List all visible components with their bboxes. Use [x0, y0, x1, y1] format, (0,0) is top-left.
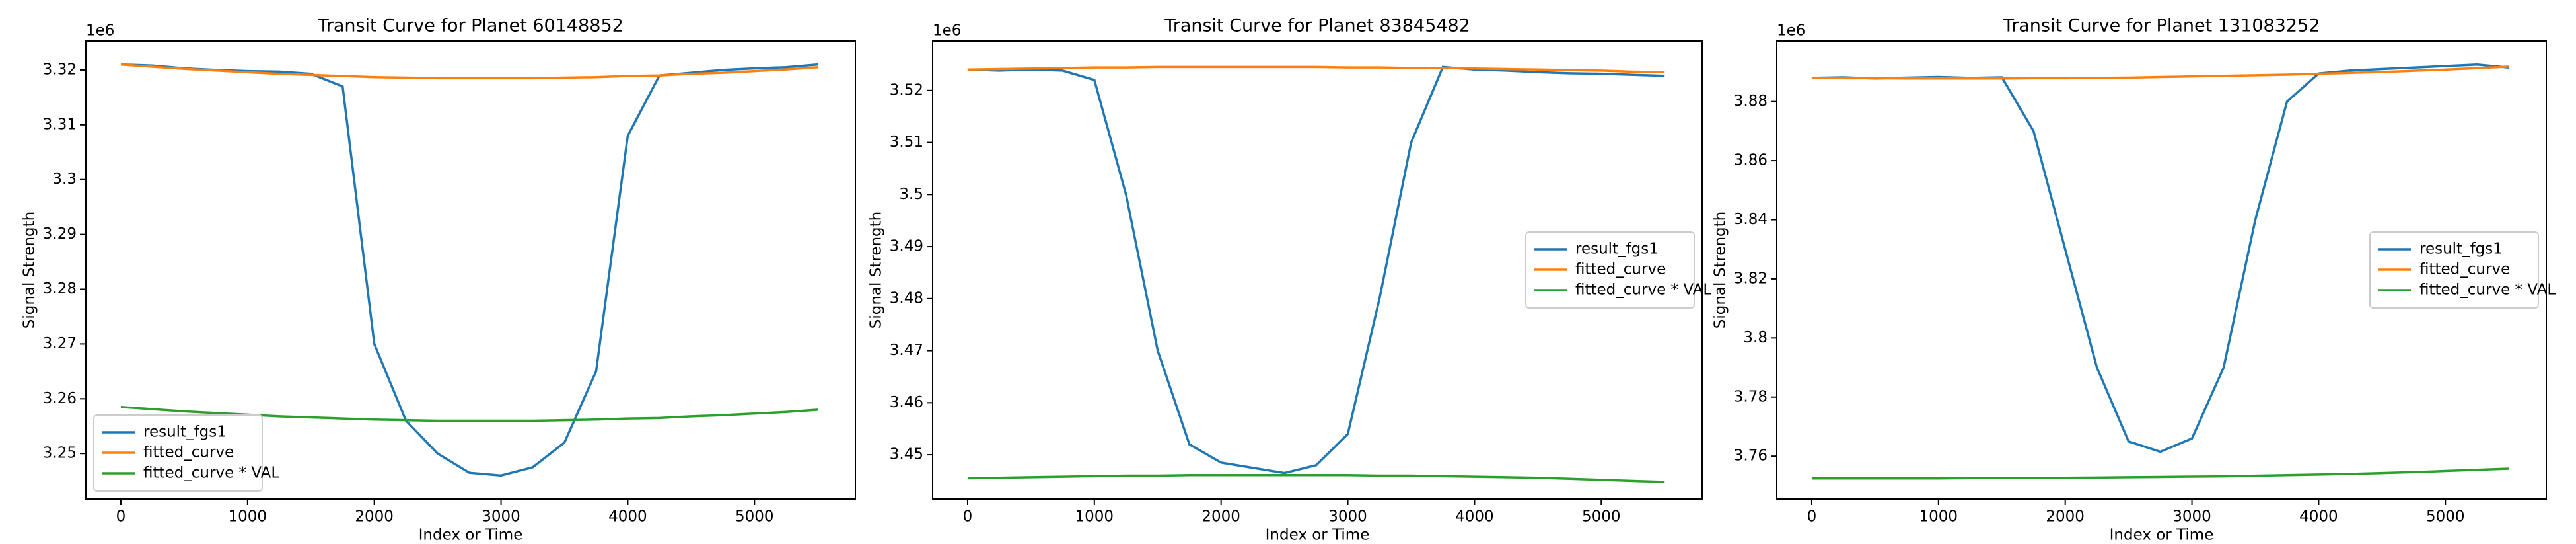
y-tick-label: 3.86: [1734, 152, 1768, 169]
y-tick-label: 3.3: [52, 171, 77, 188]
legend-label: result_fgs1: [2419, 241, 2503, 258]
data-line: [1811, 467, 2509, 480]
x-tick-label: 4000: [2299, 508, 2338, 525]
chart-title: Transit Curve for Planet 131083252: [2003, 16, 2320, 36]
x-tick-label: 3000: [1328, 508, 1367, 525]
axis-offset-label: 1e6: [933, 22, 961, 40]
legend-label: fitted_curve: [1575, 261, 1666, 278]
chart-title: Transit Curve for Planet 60148852: [317, 16, 624, 36]
legend-box: [1525, 231, 1695, 309]
x-tick-label: 0: [1807, 508, 1817, 525]
x-tick-label: 1000: [1075, 508, 1114, 525]
data-line: [967, 474, 1665, 483]
axis-offset-label: 1e6: [86, 22, 114, 40]
y-tick-label: 3.46: [890, 394, 923, 411]
x-tick-label: 5000: [735, 508, 774, 525]
axes-frame: [932, 40, 1703, 500]
y-tick-label: 3.31: [43, 116, 77, 133]
y-tick-label: 3.8: [1743, 329, 1768, 346]
y-tick-label: 3.49: [890, 238, 923, 255]
x-tick-label: 5000: [1582, 508, 1621, 525]
y-tick-label: 3.27: [43, 335, 77, 352]
legend-label: fitted_curve * VAL: [1575, 282, 1711, 299]
x-axis-label: Index or Time: [419, 527, 523, 544]
x-axis-label: Index or Time: [1266, 527, 1370, 544]
y-tick-label: 3.28: [43, 280, 77, 297]
data-line: [967, 65, 1665, 73]
legend-box: [93, 414, 263, 492]
x-tick-label: 1000: [229, 508, 268, 525]
y-tick-label: 3.45: [890, 446, 923, 463]
data-line: [1811, 63, 2509, 453]
legend-label: fitted_curve: [143, 444, 234, 461]
legend-label: fitted_curve: [2419, 261, 2510, 278]
data-line: [967, 65, 1665, 475]
legend: result_fgs1 fitted_curve fitted_curve * VA…: [2369, 231, 2556, 309]
x-tick-label: 4000: [1455, 508, 1494, 525]
chart-title: Transit Curve for Planet 83845482: [1164, 16, 1470, 36]
legend-box: [2369, 231, 2539, 309]
y-axis-label: Signal Strength: [868, 212, 885, 329]
x-tick-label: 4000: [608, 508, 647, 525]
subplot: Transit Curve for Planet 83845482 1e6 Inde…: [868, 16, 1712, 544]
x-tick-label: 5000: [2426, 508, 2465, 525]
legend-label: result_fgs1: [143, 424, 227, 441]
x-tick-label: 0: [116, 508, 126, 525]
legend-label: result_fgs1: [1575, 241, 1659, 258]
y-tick-label: 3.82: [1734, 270, 1768, 287]
subplot: Transit Curve for Planet 60148852 1e6 Inde…: [21, 16, 856, 544]
y-tick-label: 3.78: [1734, 388, 1768, 405]
axes-frame: [1776, 40, 2547, 500]
y-tick-label: 3.32: [43, 61, 77, 78]
x-tick-label: 3000: [482, 508, 520, 525]
y-tick-label: 3.5: [899, 186, 923, 203]
y-tick-label: 3.88: [1734, 93, 1768, 110]
y-tick-label: 3.47: [890, 342, 923, 359]
y-tick-label: 3.52: [890, 81, 923, 98]
data-line: [120, 405, 818, 422]
x-axis-label: Index or Time: [2110, 527, 2214, 544]
y-axis-label: Signal Strength: [1712, 212, 1729, 329]
data-line: [1811, 65, 2509, 80]
legend-label: fitted_curve * VAL: [143, 465, 279, 482]
legend: result_fgs1 fitted_curve fitted_curve * VA…: [93, 414, 279, 492]
axis-offset-label: 1e6: [1777, 22, 1805, 40]
y-tick-label: 3.76: [1734, 447, 1768, 465]
y-tick-label: 3.84: [1734, 211, 1768, 228]
legend-label: fitted_curve * VAL: [2419, 282, 2556, 299]
legend: result_fgs1 fitted_curve fitted_curve * VA…: [1525, 231, 1711, 309]
y-tick-label: 3.48: [890, 290, 923, 307]
y-tick-label: 3.29: [43, 225, 77, 243]
x-tick-label: 1000: [1919, 508, 1958, 525]
y-tick-label: 3.51: [890, 134, 923, 151]
y-axis-label: Signal Strength: [21, 212, 38, 329]
x-tick-label: 2000: [2046, 508, 2085, 525]
y-tick-label: 3.25: [43, 445, 77, 462]
x-tick-label: 3000: [2172, 508, 2211, 525]
data-line: [120, 63, 818, 80]
x-tick-label: 2000: [355, 508, 394, 525]
x-tick-label: 0: [963, 508, 973, 525]
subplot: Transit Curve for Planet 131083252 1e6 Ind…: [1712, 16, 2556, 544]
axes-frame: [85, 40, 856, 500]
x-tick-label: 2000: [1201, 508, 1240, 525]
y-tick-label: 3.26: [43, 390, 77, 407]
